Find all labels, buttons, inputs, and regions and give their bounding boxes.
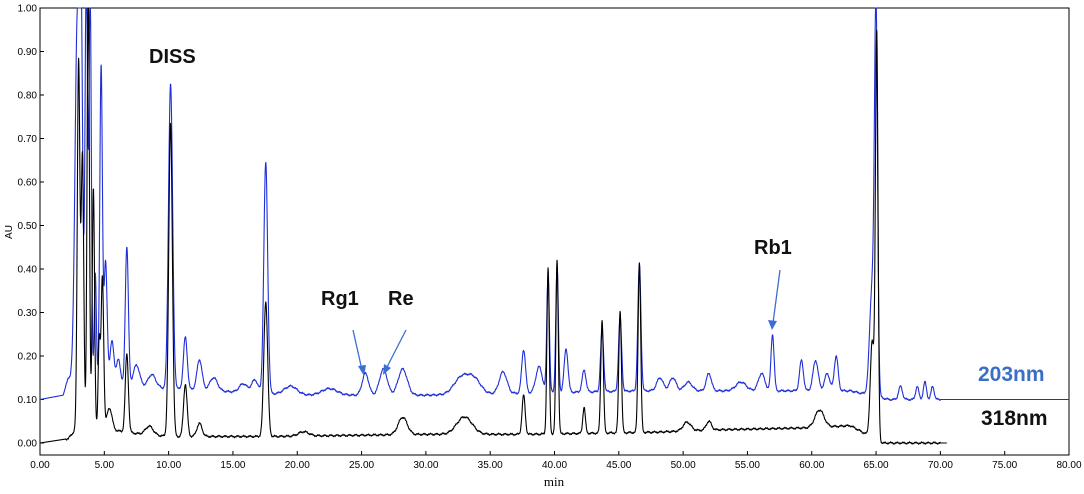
x-tick-label: 20.00	[285, 460, 310, 471]
x-tick-label: 25.00	[349, 460, 374, 471]
x-axis-label: min	[544, 474, 565, 489]
y-axis-label: AU	[4, 225, 15, 239]
annotation-rb1: Rb1	[754, 237, 792, 259]
y-tick-label: 0.90	[18, 47, 38, 58]
y-tick-label: 0.00	[18, 439, 38, 450]
x-tick-label: 5.00	[95, 460, 115, 471]
y-tick-label: 0.30	[18, 308, 38, 319]
arrow-rg1	[352, 329, 363, 371]
trace-label-203nm: 203nm	[978, 363, 1045, 386]
trace-label-318nm: 318nm	[981, 407, 1048, 430]
x-tick-label: 70.00	[928, 460, 953, 471]
x-tick-label: 35.00	[478, 460, 503, 471]
x-tick-label: 45.00	[606, 460, 631, 471]
y-axis-ticks: 0.00 0.10 0.20 0.30 0.40 0.50 0.60 0.70 0.80 0.90…	[18, 4, 44, 450]
series-line-318nm	[39, 7, 948, 445]
x-tick-label: 15.00	[220, 460, 245, 471]
arrow-re	[385, 329, 407, 370]
x-tick-label: 60.00	[799, 460, 824, 471]
x-tick-label: 40.00	[542, 460, 567, 471]
y-tick-label: 0.40	[18, 265, 38, 276]
y-tick-label: 1.00	[18, 4, 38, 15]
series-line-203nm	[39, 7, 1070, 402]
x-tick-label: 65.00	[864, 460, 889, 471]
y-tick-label: 0.20	[18, 352, 38, 363]
y-tick-label: 0.50	[18, 221, 38, 232]
x-tick-label: 55.00	[735, 460, 760, 471]
arrow-rb1	[772, 269, 781, 324]
x-tick-label: 0.00	[30, 460, 50, 471]
x-tick-label: 50.00	[671, 460, 696, 471]
arrow-rg1-head	[358, 365, 366, 376]
annotation-arrows	[352, 269, 781, 376]
y-tick-label: 0.80	[18, 91, 38, 102]
y-tick-label: 0.10	[18, 395, 38, 406]
traces	[39, 7, 1070, 445]
arrow-re-head	[383, 364, 391, 375]
x-tick-label: 75.00	[992, 460, 1017, 471]
x-axis-ticks: 0.00 5.00 10.00 15.00 20.00 25.00 30.00 35.00 40…	[30, 451, 1082, 471]
x-tick-label: 10.00	[156, 460, 181, 471]
y-tick-label: 0.70	[18, 134, 38, 145]
annotation-rg1: Rg1	[321, 288, 359, 310]
annotation-re: Re	[388, 288, 414, 310]
x-tick-label: 80.00	[1056, 460, 1081, 471]
arrow-rb1-head	[768, 320, 777, 330]
annotation-diss: DISS	[149, 46, 196, 68]
x-tick-label: 30.00	[413, 460, 438, 471]
y-tick-label: 0.60	[18, 178, 38, 189]
